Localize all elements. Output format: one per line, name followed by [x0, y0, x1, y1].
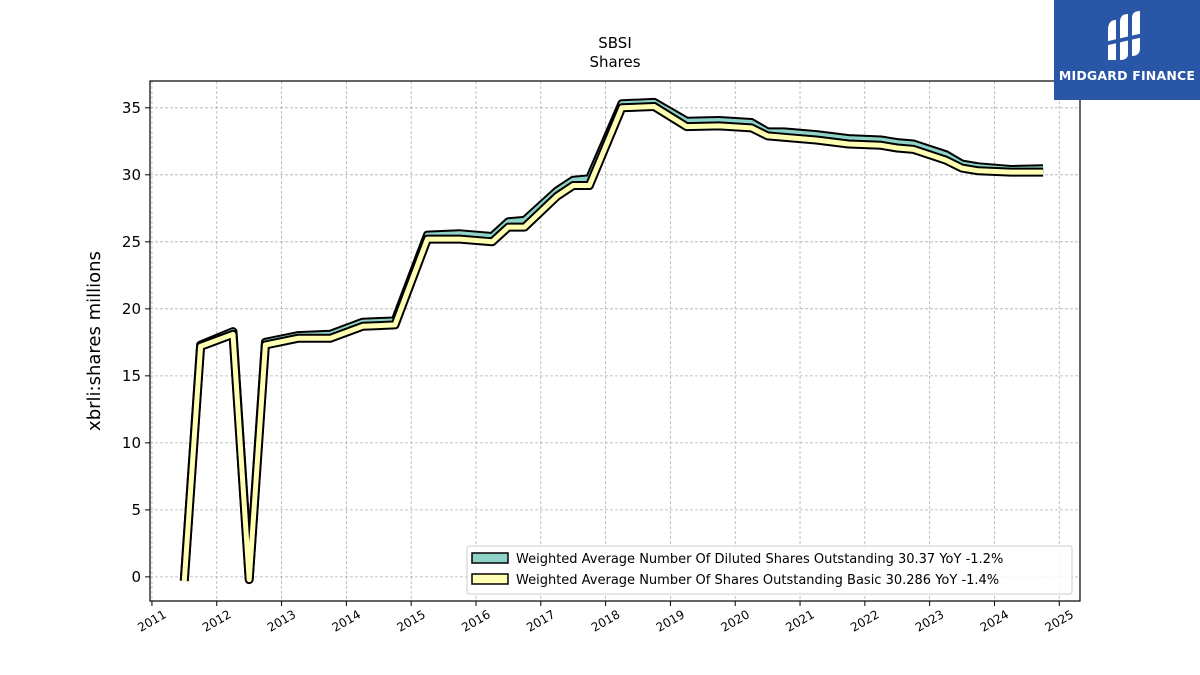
x-tick-label: 2016 [459, 607, 492, 634]
y-tick-label: 15 [122, 367, 141, 385]
legend-label-basic: Weighted Average Number Of Shares Outsta… [516, 573, 999, 588]
legend: Weighted Average Number Of Diluted Share… [466, 545, 1073, 595]
x-tick-label: 2020 [718, 607, 751, 634]
legend-label-diluted: Weighted Average Number Of Diluted Share… [516, 552, 1003, 567]
x-axis: 2011 2012 2013 2014 2015 2016 2017 2018 2019 2020… [135, 601, 1076, 635]
y-tick-label: 10 [122, 434, 141, 452]
series-lines [179, 97, 1044, 585]
legend-swatch-diluted [471, 552, 509, 564]
chart-title: SBSI [598, 34, 632, 52]
series-line-1 [181, 104, 1044, 583]
y-tick-label: 30 [122, 166, 141, 184]
series-outline-1 [179, 102, 1044, 585]
x-tick-label: 2013 [265, 607, 298, 634]
chart-subtitle: Shares [589, 53, 640, 71]
y-tick-label: 5 [131, 501, 141, 519]
x-tick-label: 2014 [330, 607, 363, 634]
y-axis-label: xbrli:shares millions [84, 251, 105, 431]
legend-frame [466, 545, 1073, 595]
x-tick-label: 2023 [913, 607, 946, 634]
x-tick-label: 2022 [848, 607, 881, 634]
y-tick-label: 0 [131, 568, 141, 586]
x-tick-label: 2012 [200, 607, 233, 634]
x-tick-label: 2025 [1043, 607, 1076, 634]
legend-swatch-basic [471, 573, 509, 585]
y-tick-label: 35 [122, 99, 141, 117]
x-tick-label: 2024 [978, 607, 1011, 634]
y-tick-label: 20 [122, 300, 141, 318]
logo-icon [1104, 11, 1148, 60]
x-tick-label: 2019 [654, 607, 687, 634]
x-tick-label: 2021 [783, 607, 816, 634]
y-axis: 0 5 10 15 20 25 30 35 [122, 99, 150, 586]
brand-logo: MIDGARD FINANCE [1054, 0, 1200, 100]
y-tick-label: 25 [122, 233, 141, 251]
x-tick-label: 2015 [394, 607, 427, 634]
plot-frame [149, 80, 1081, 602]
x-tick-label: 2011 [135, 607, 168, 634]
logo-text: MIDGARD FINANCE [1058, 68, 1196, 83]
grid [150, 81, 1080, 601]
x-tick-label: 2018 [589, 607, 622, 634]
x-tick-label: 2017 [524, 607, 557, 634]
